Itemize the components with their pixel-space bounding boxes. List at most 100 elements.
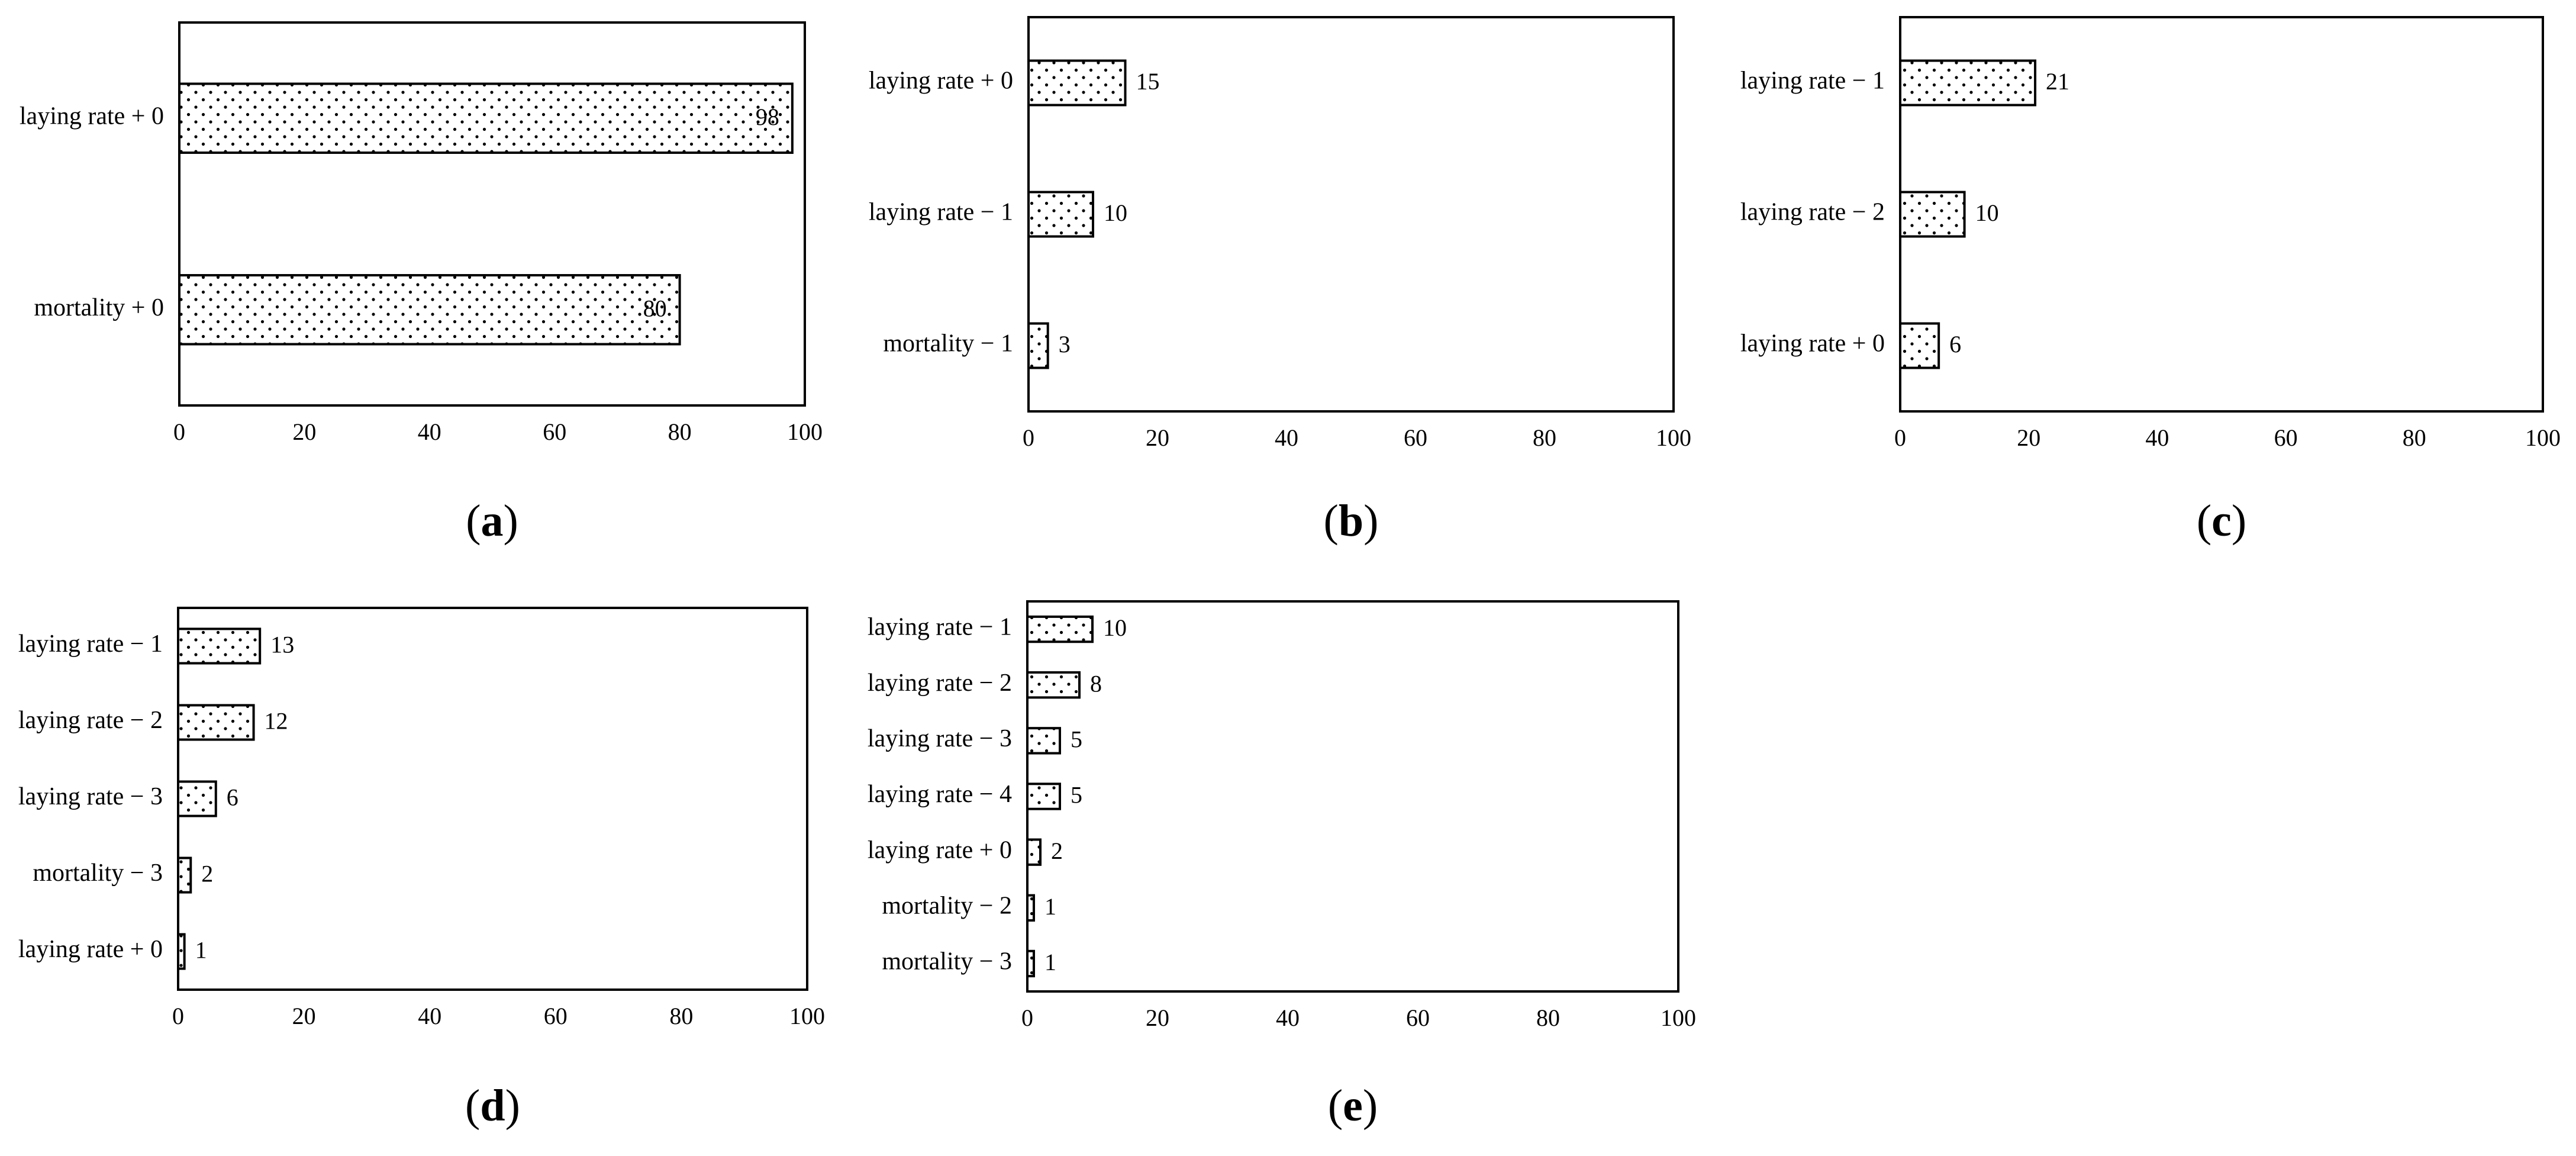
x-tick-label: 100 [2525,424,2561,451]
panel-caption: (c) [2197,496,2246,546]
x-tick-label: 40 [2145,424,2169,451]
category-label: laying rate − 4 [868,781,1012,808]
x-tick-label: 20 [2017,424,2040,451]
x-tick-label: 20 [292,418,316,445]
panel-b: laying rate + 0 15 laying rate − 1 10 mortal… [869,16,1691,546]
bar [177,933,186,970]
bar [1026,671,1081,699]
bar [1027,322,1049,369]
x-tick-label: 0 [1023,424,1034,451]
panel-caption: (a) [466,496,518,546]
x-tick-label: 0 [173,418,185,445]
data-label: 13 [270,632,294,658]
x-tick-label: 60 [543,418,566,445]
data-label: 6 [227,784,238,811]
category-label: laying rate + 0 [1740,330,1885,358]
x-tick-label: 60 [2274,424,2298,451]
category-label: laying rate − 2 [18,707,163,734]
x-tick-label: 20 [1146,1004,1169,1031]
x-tick-label: 100 [787,418,823,445]
category-label: laying rate − 3 [18,783,163,810]
panel-caption: (d) [465,1081,520,1131]
x-tick-label: 40 [1276,1004,1300,1031]
bar [178,274,681,346]
bar [1027,191,1094,238]
plot-frame [178,21,806,407]
x-tick-label: 80 [1536,1004,1560,1031]
data-label: 2 [1051,838,1063,864]
bar [178,82,794,154]
category-label: laying rate − 3 [868,725,1012,752]
bar [1026,894,1035,922]
data-label: 1 [195,937,207,964]
category-label: laying rate + 0 [868,836,1012,864]
plot-frame [177,607,808,991]
data-label: 10 [1104,199,1127,226]
x-tick-label: 80 [2403,424,2426,451]
x-tick-label: 80 [669,1003,693,1029]
category-label: laying rate − 2 [868,669,1012,697]
data-label: 21 [2046,68,2069,95]
category-label: laying rate − 1 [1740,67,1885,95]
bar [177,856,192,894]
category-label: laying rate − 1 [869,199,1013,226]
x-tick-label: 100 [789,1003,825,1029]
data-label: 5 [1071,782,1082,809]
x-tick-label: 0 [1894,424,1906,451]
bar [1027,59,1127,107]
x-tick-label: 0 [1021,1004,1033,1031]
x-tick-label: 80 [668,418,692,445]
x-tick-label: 40 [418,1003,441,1029]
data-label: 10 [1103,614,1127,641]
x-tick-label: 100 [1661,1004,1696,1031]
bar [1899,59,2037,107]
data-label: 1 [1044,949,1056,975]
x-tick-label: 20 [292,1003,316,1029]
x-tick-label: 60 [544,1003,568,1029]
bar [1026,838,1042,866]
x-tick-label: 60 [1404,424,1427,451]
plot-frame [1026,600,1679,993]
x-tick-label: 40 [1275,424,1298,451]
data-label: 15 [1136,68,1160,95]
bar [1899,322,1940,369]
x-tick-label: 0 [172,1003,184,1029]
bar [1026,615,1094,643]
bar [1026,727,1061,755]
bar [177,780,217,817]
x-tick-label: 60 [1406,1004,1430,1031]
category-label: mortality − 1 [883,330,1013,358]
x-tick-label: 80 [1533,424,1556,451]
data-label: 10 [1975,199,1999,226]
panel-c: laying rate − 1 21 laying rate − 2 10 laying… [1740,16,2561,546]
x-tick-label: 40 [418,418,441,445]
bar [1026,949,1035,978]
data-label: 2 [201,861,213,887]
x-tick-label: 100 [1656,424,1691,451]
category-label: laying rate + 0 [20,102,164,130]
data-label: 3 [1059,331,1071,358]
panel-caption: (b) [1324,496,1379,546]
x-tick-label: 20 [1146,424,1169,451]
category-label: laying rate + 0 [869,67,1013,95]
category-label: laying rate − 1 [18,630,163,658]
data-label: 6 [1949,331,1961,358]
category-label: laying rate − 2 [1740,199,1885,226]
data-label: 8 [1090,670,1102,697]
data-label: 80 [643,295,667,321]
category-label: mortality + 0 [34,294,164,321]
data-label: 12 [265,708,288,735]
bar [1026,783,1061,810]
data-label: 5 [1071,726,1082,753]
bar [1899,191,1966,238]
data-label: 98 [756,104,779,130]
category-label: mortality − 2 [882,892,1012,919]
category-label: mortality − 3 [33,859,163,887]
category-label: laying rate − 1 [868,614,1012,641]
bar [177,627,262,665]
bar [177,704,255,741]
